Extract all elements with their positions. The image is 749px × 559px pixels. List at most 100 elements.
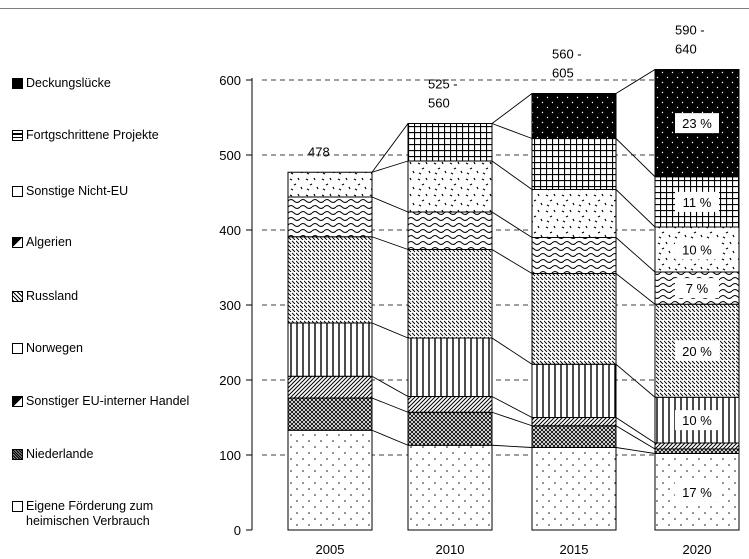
total-label: 525 -560 <box>428 77 458 111</box>
bar-segment-2005-5 <box>287 236 373 324</box>
legend-swatch-russland <box>12 291 23 302</box>
legend-item-sonstige-nicht-eu: Sonstige Nicht-EU <box>12 184 128 199</box>
legend-swatch-sonstige-nicht-eu <box>12 186 23 197</box>
y-tick-label: 0 <box>234 523 241 538</box>
legend-swatch-eigene-foerderung <box>12 501 23 512</box>
legend-label-niederlande: Niederlande <box>26 447 94 461</box>
bar-segment-2005-4 <box>287 322 373 377</box>
connector-line <box>615 447 656 454</box>
top-rule <box>0 8 749 9</box>
data-label-background <box>675 278 719 299</box>
gridlines <box>262 79 736 456</box>
connector-line <box>491 444 533 448</box>
bar-segment-2015-5 <box>531 273 617 365</box>
connector-lines <box>371 69 656 454</box>
bar-segment-2015-6 <box>531 237 617 274</box>
data-label-background <box>675 481 719 502</box>
legend-item-norwegen: Norwegen <box>12 341 83 356</box>
bar-segment-2005-3 <box>287 375 373 399</box>
connector-line <box>371 397 409 413</box>
bar-segment-2005-7 <box>287 171 373 198</box>
bar-segment-2005-6 <box>287 196 373 238</box>
data-label: 20 % <box>682 344 712 359</box>
legend-label-norwegen: Norwegen <box>26 341 83 355</box>
legend-item-fortgschrittene-projekte: Fortgschrittene Projekte <box>12 128 159 143</box>
legend-item-russland: Russland <box>12 289 78 304</box>
x-tick-label: 2015 <box>560 542 589 557</box>
connector-line <box>371 196 409 213</box>
connector-line <box>371 236 409 250</box>
bar-segment-2010-3 <box>407 396 493 413</box>
bar-segment-2015-8 <box>531 138 617 190</box>
bar-segment-2005-2 <box>287 397 373 431</box>
y-tick-label: 200 <box>219 373 241 388</box>
bar-segment-2015-9 <box>531 93 617 139</box>
bar-segment-2015-7 <box>531 189 617 238</box>
connector-line <box>491 211 533 238</box>
total-label: 478 <box>308 144 330 159</box>
connector-line <box>371 160 409 173</box>
y-tick-label: 600 <box>219 73 241 88</box>
data-label: 10 % <box>682 413 712 428</box>
legend-label-sonstiger-eu-interner-handel: Sonstiger EU-interner Handel <box>26 394 190 408</box>
connector-line <box>615 425 656 450</box>
bar-segment-2010-1 <box>407 444 493 531</box>
y-tick-label: 500 <box>219 148 241 163</box>
bar-segment-2020-2 <box>654 448 740 454</box>
x-tick-label: 2020 <box>683 542 712 557</box>
connector-line <box>615 138 656 178</box>
data-labels: 478 525 -560 560 -605 17 % 10 % 20 % 7 % 10 % 11… <box>308 23 719 502</box>
bar-segment-2010-6 <box>407 211 493 250</box>
legend-item-deckungsluecke: Deckungslücke <box>12 76 111 91</box>
bar-segment-2010-2 <box>407 411 493 446</box>
connector-line <box>371 429 409 446</box>
data-label: 17 % <box>682 485 712 500</box>
connector-line <box>615 273 656 305</box>
legend-label-fortgschrittene-projekte: Fortgschrittene Projekte <box>26 128 159 142</box>
legend: Deckungslücke Fortgschrittene Projekte S… <box>12 0 227 559</box>
legend-item-sonstiger-eu-interner-handel: Sonstiger EU-interner Handel <box>12 394 189 409</box>
legend-label-eigene-foerderung: Eigene Förderung zum heimischen Verbrauc… <box>26 499 154 528</box>
y-tick-label: 100 <box>219 448 241 463</box>
legend-label-russland: Russland <box>26 289 79 303</box>
data-label: 7 % <box>686 281 709 296</box>
bar-segment-2015-3 <box>531 417 617 427</box>
bar-segment-2010-4 <box>407 337 493 397</box>
connector-line <box>491 123 533 139</box>
y-axis: 0 100 200 300 400 500 600 2005 2010 2015 2020 <box>219 73 711 557</box>
y-tick-label: 400 <box>219 223 241 238</box>
connector-line <box>371 375 409 397</box>
legend-swatch-algerien <box>12 237 23 248</box>
connector-line <box>615 69 656 94</box>
bar-segment-2015-2 <box>531 425 617 448</box>
data-label-background <box>675 340 719 361</box>
total-label: 590 -640 <box>675 23 705 57</box>
legend-label-algerien: Algerien <box>26 235 72 249</box>
connector-line <box>615 189 656 228</box>
bar-segments <box>287 69 740 531</box>
connector-line <box>491 93 533 124</box>
legend-swatch-niederlande <box>12 449 23 460</box>
data-label-background <box>675 113 719 134</box>
connector-line <box>491 249 533 274</box>
legend-swatch-norwegen <box>12 343 23 354</box>
connector-line <box>615 237 656 273</box>
legend-swatch-fortgschrittene-projekte <box>12 130 23 141</box>
data-label-background <box>675 239 719 260</box>
bar-segment-2015-4 <box>531 363 617 418</box>
connector-line <box>615 417 656 444</box>
data-label: 23 % <box>682 116 712 131</box>
bar-segment-2020-3 <box>654 442 740 450</box>
connector-line <box>371 123 409 173</box>
data-label: 11 % <box>683 195 712 210</box>
legend-item-niederlande: Niederlande <box>12 447 93 462</box>
bar-segment-2010-5 <box>407 249 493 339</box>
data-label-background <box>675 191 719 212</box>
x-tick-label: 2005 <box>316 542 345 557</box>
connector-line <box>615 363 656 398</box>
bar-segment-2010-7 <box>407 160 493 213</box>
data-label-background <box>675 410 719 431</box>
bar-segment-2005-1 <box>287 429 373 531</box>
legend-item-algerien: Algerien <box>12 235 72 250</box>
